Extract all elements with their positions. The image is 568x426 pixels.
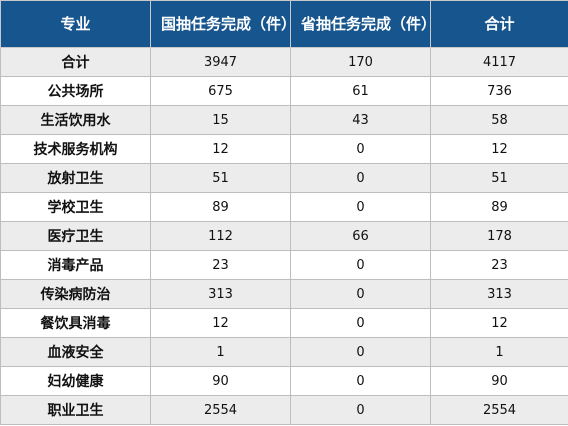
table-row: 医疗卫生 112 66 178 [0,221,568,251]
table-row: 技术服务机构 12 0 12 [0,134,568,164]
cell-provincial-count: 170 [290,47,431,77]
header-total: 合计 [430,0,568,48]
cell-national-count: 313 [150,279,291,309]
cell-provincial-count: 43 [290,105,431,135]
table-row: 合计 3947 170 4117 [0,47,568,77]
cell-national-count: 90 [150,366,291,396]
table-row: 放射卫生 51 0 51 [0,163,568,193]
cell-provincial-count: 0 [290,395,431,425]
table-row: 职业卫生 2554 0 2554 [0,395,568,425]
cell-national-count: 1 [150,337,291,367]
cell-national-count: 675 [150,76,291,106]
cell-specialty-name: 生活饮用水 [0,105,151,135]
header-specialty: 专业 [0,0,151,48]
cell-provincial-count: 0 [290,337,431,367]
table-row: 传染病防治 313 0 313 [0,279,568,309]
cell-specialty-name: 消毒产品 [0,250,151,280]
cell-provincial-count: 0 [290,308,431,338]
table-row: 妇幼健康 90 0 90 [0,366,568,396]
cell-specialty-name: 妇幼健康 [0,366,151,396]
cell-specialty-name: 餐饮具消毒 [0,308,151,338]
cell-total-count: 178 [430,221,568,251]
cell-provincial-count: 0 [290,163,431,193]
cell-provincial-count: 66 [290,221,431,251]
cell-national-count: 23 [150,250,291,280]
cell-total-count: 4117 [430,47,568,77]
cell-specialty-name: 血液安全 [0,337,151,367]
cell-specialty-name: 学校卫生 [0,192,151,222]
cell-total-count: 23 [430,250,568,280]
header-national-sampling: 国抽任务完成（件） [150,0,296,48]
cell-total-count: 313 [430,279,568,309]
table-row: 公共场所 675 61 736 [0,76,568,106]
table-header-row: 专业 国抽任务完成（件） 省抽任务完成（件） 合计 [0,0,568,48]
cell-national-count: 12 [150,134,291,164]
cell-national-count: 2554 [150,395,291,425]
cell-national-count: 89 [150,192,291,222]
cell-specialty-name: 传染病防治 [0,279,151,309]
cell-total-count: 736 [430,76,568,106]
cell-total-count: 1 [430,337,568,367]
cell-provincial-count: 0 [290,192,431,222]
table-row: 生活饮用水 15 43 58 [0,105,568,135]
table-body: 合计 3947 170 4117 公共场所 675 61 736 生活饮用水 15 43 58 技术服务… [0,47,568,425]
cell-total-count: 90 [430,366,568,396]
cell-provincial-count: 0 [290,279,431,309]
table-row: 消毒产品 23 0 23 [0,250,568,280]
cell-specialty-name: 放射卫生 [0,163,151,193]
header-provincial-sampling: 省抽任务完成（件） [290,0,436,48]
cell-national-count: 51 [150,163,291,193]
table-row: 餐饮具消毒 12 0 12 [0,308,568,338]
cell-provincial-count: 61 [290,76,431,106]
cell-national-count: 3947 [150,47,291,77]
cell-national-count: 12 [150,308,291,338]
cell-total-count: 2554 [430,395,568,425]
cell-provincial-count: 0 [290,134,431,164]
table-row: 学校卫生 89 0 89 [0,192,568,222]
cell-specialty-name: 合计 [0,47,151,77]
cell-specialty-name: 公共场所 [0,76,151,106]
cell-national-count: 15 [150,105,291,135]
cell-total-count: 58 [430,105,568,135]
cell-provincial-count: 0 [290,366,431,396]
cell-specialty-name: 技术服务机构 [0,134,151,164]
cell-total-count: 12 [430,308,568,338]
cell-total-count: 51 [430,163,568,193]
table-row: 血液安全 1 0 1 [0,337,568,367]
cell-provincial-count: 0 [290,250,431,280]
cell-total-count: 89 [430,192,568,222]
cell-specialty-name: 医疗卫生 [0,221,151,251]
cell-total-count: 12 [430,134,568,164]
cell-specialty-name: 职业卫生 [0,395,151,425]
cell-national-count: 112 [150,221,291,251]
